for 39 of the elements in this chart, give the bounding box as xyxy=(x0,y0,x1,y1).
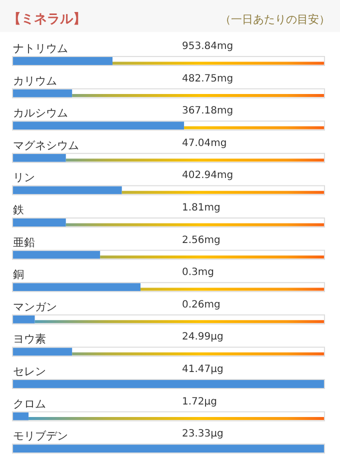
chart-title: 【ミネラル】 xyxy=(8,11,86,27)
annotation: 41.47μg xyxy=(182,364,224,375)
bar xyxy=(13,89,72,98)
bar xyxy=(13,283,141,292)
annotation: 23.33μg xyxy=(182,428,224,440)
bar xyxy=(13,250,100,259)
bar xyxy=(13,412,29,420)
bar xyxy=(13,315,35,324)
y-tick-label: モリブデン xyxy=(13,430,68,443)
y-tick-label: ナトリウム xyxy=(13,42,68,55)
y-tick-label: セレン xyxy=(13,365,46,378)
bar xyxy=(13,154,66,162)
bar xyxy=(13,57,113,65)
bar xyxy=(13,186,122,194)
annotation: 1.72μg xyxy=(182,396,217,408)
y-tick-label: リン xyxy=(13,171,35,184)
annotation: 24.99μg xyxy=(182,332,224,343)
bar xyxy=(13,348,72,356)
annotation: 953.84mg xyxy=(182,41,234,52)
annotation: 402.94mg xyxy=(182,170,234,182)
y-tick-label: マンガン xyxy=(13,300,57,314)
bar xyxy=(13,122,184,130)
chart-subtitle: （一日あたりの目安） xyxy=(220,13,330,26)
bar xyxy=(13,218,66,226)
annotation: 482.75mg xyxy=(182,73,234,84)
annotation: 0.26mg xyxy=(182,299,220,310)
y-tick-label: カリウム xyxy=(13,74,57,88)
annotation: 47.04mg xyxy=(182,138,227,149)
y-tick-label: クロム xyxy=(13,397,46,410)
y-tick-label: ヨウ素 xyxy=(13,332,46,346)
y-tick-label: カルシウム xyxy=(13,106,68,120)
y-tick-label: 銅 xyxy=(13,268,24,282)
annotation: 2.56mg xyxy=(182,234,220,246)
annotation: 367.18mg xyxy=(182,106,234,117)
y-tick-label: 亜鉛 xyxy=(13,236,35,249)
y-tick-label: マグネシウム xyxy=(13,138,79,152)
annotation: 1.81mg xyxy=(182,202,220,214)
annotation: 0.3mg xyxy=(182,267,214,278)
y-tick-label: 鉄 xyxy=(13,204,24,216)
